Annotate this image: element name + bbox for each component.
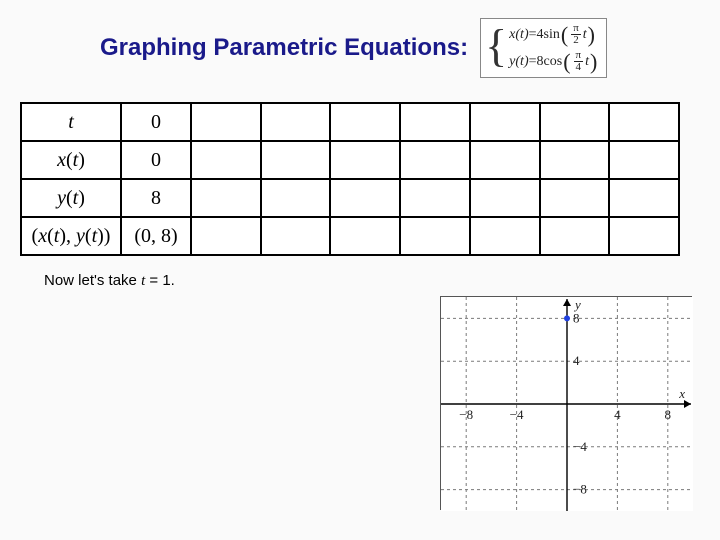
table-cell <box>400 217 470 255</box>
svg-text:x: x <box>678 386 685 401</box>
left-brace-icon: { <box>485 23 507 73</box>
page-title: Graphing Parametric Equations: <box>100 34 468 62</box>
table-cell <box>191 179 261 217</box>
table-cell <box>261 103 331 141</box>
equation-lines: x(t) = 4 sin ( π 2 t ) y(t) = 8 cos ( <box>509 23 598 73</box>
row-header: (x(t), y(t)) <box>21 217 121 255</box>
paren-right-icon: ) <box>587 26 596 44</box>
prompt-prefix: Now let's take <box>44 272 141 289</box>
svg-text:−4: −4 <box>573 439 587 454</box>
eq-y-frac: π 4 <box>574 50 584 73</box>
table-cell <box>540 179 610 217</box>
eq-x-lhs: x(t) <box>509 27 528 43</box>
svg-text:−4: −4 <box>510 407 524 422</box>
svg-text:−8: −8 <box>573 482 587 497</box>
table-cell <box>470 179 540 217</box>
table-cell <box>470 103 540 141</box>
table-cell <box>330 103 400 141</box>
table-cell <box>261 141 331 179</box>
eq-y-func: cos <box>544 54 563 70</box>
table-cell <box>330 141 400 179</box>
svg-text:8: 8 <box>573 310 580 325</box>
graph-svg: −8−448−8−448xy <box>441 297 693 511</box>
svg-text:−8: −8 <box>459 407 473 422</box>
row-header: x(t) <box>21 141 121 179</box>
table-cell: 0 <box>121 141 191 179</box>
table-cell <box>191 141 261 179</box>
table-cell <box>470 141 540 179</box>
table-cell <box>191 217 261 255</box>
table-cell <box>609 179 679 217</box>
eq-y-coef: 8 <box>537 54 544 70</box>
svg-text:4: 4 <box>614 407 621 422</box>
coordinate-graph: −8−448−8−448xy <box>440 296 692 510</box>
table-cell <box>540 103 610 141</box>
eq-y-frac-den: 4 <box>574 62 584 73</box>
table-cell <box>400 141 470 179</box>
eq-x-func: sin <box>544 27 560 43</box>
equation-y: y(t) = 8 cos ( π 4 t ) <box>509 50 598 73</box>
table-cell <box>540 141 610 179</box>
svg-text:4: 4 <box>573 353 580 368</box>
table-cell <box>609 103 679 141</box>
table-cell <box>609 141 679 179</box>
row-header: t <box>21 103 121 141</box>
table-cell <box>400 179 470 217</box>
prompt-rest: = 1. <box>145 272 175 289</box>
paren-left-icon: ( <box>562 53 571 71</box>
table-cell <box>261 179 331 217</box>
paren-right-icon: ) <box>589 53 598 71</box>
table-cell: (0, 8) <box>121 217 191 255</box>
eq-x-frac-den: 2 <box>571 35 581 46</box>
table-cell <box>261 217 331 255</box>
prompt-text: Now let's take t = 1. <box>44 272 720 290</box>
equation-x: x(t) = 4 sin ( π 2 t ) <box>509 23 598 46</box>
table-cell <box>470 217 540 255</box>
table-cell <box>540 217 610 255</box>
svg-text:8: 8 <box>665 407 672 422</box>
table-cell <box>191 103 261 141</box>
eq-x-frac: π 2 <box>571 23 581 46</box>
eq-y-equals: = <box>529 54 537 70</box>
equation-system: { x(t) = 4 sin ( π 2 t ) y(t) = 8 cos <box>480 18 607 78</box>
eq-x-equals: = <box>529 27 537 43</box>
table-cell: 8 <box>121 179 191 217</box>
table-cell <box>330 217 400 255</box>
title-row: Graphing Parametric Equations: { x(t) = … <box>0 0 720 78</box>
paren-left-icon: ( <box>560 26 569 44</box>
data-table: t0x(t)0y(t)8(x(t), y(t))(0, 8) <box>20 102 680 256</box>
data-table-wrap: t0x(t)0y(t)8(x(t), y(t))(0, 8) <box>20 102 700 256</box>
table-cell <box>609 217 679 255</box>
svg-text:y: y <box>573 297 581 312</box>
eq-x-coef: 4 <box>537 27 544 43</box>
table-cell: 0 <box>121 103 191 141</box>
eq-y-lhs: y(t) <box>509 54 528 70</box>
table-cell <box>330 179 400 217</box>
table-cell <box>400 103 470 141</box>
row-header: y(t) <box>21 179 121 217</box>
